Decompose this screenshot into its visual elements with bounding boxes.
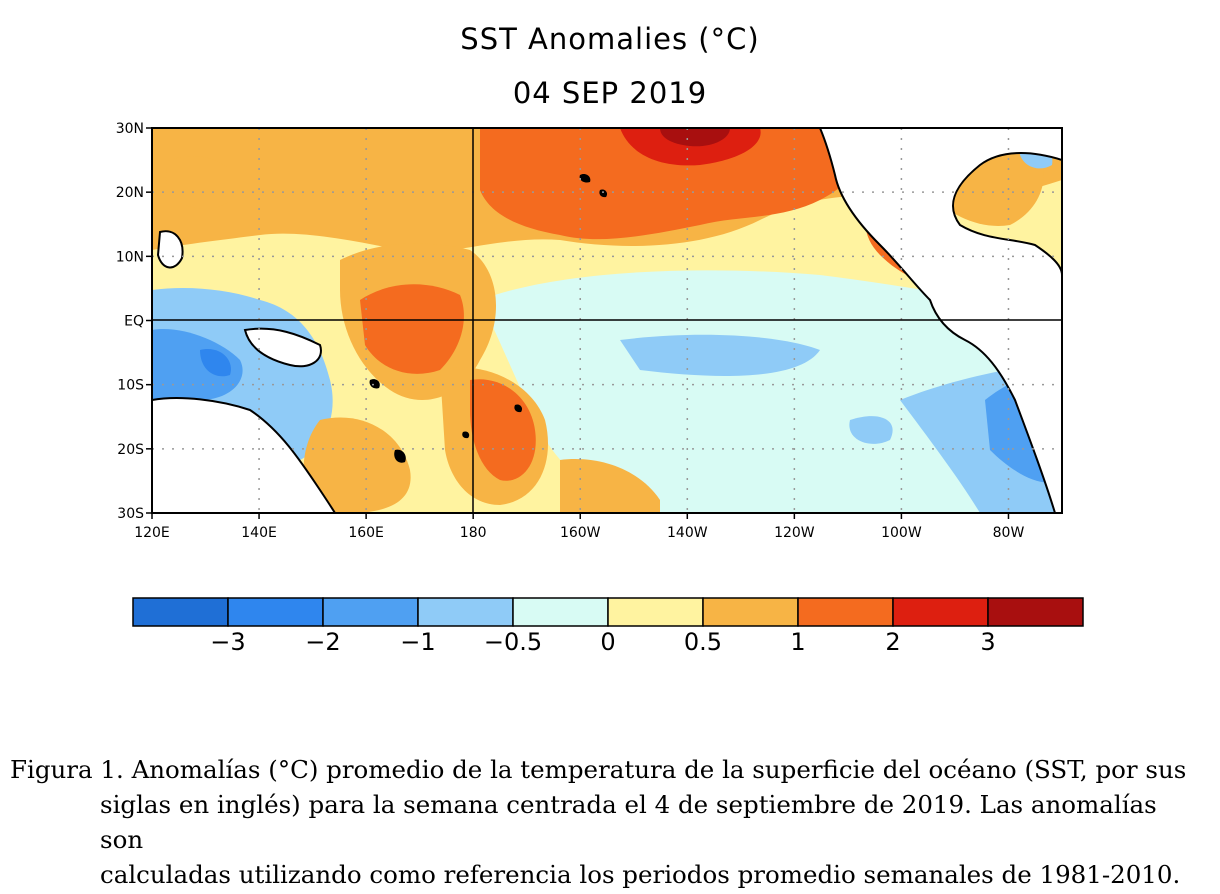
legend-tick-label: −0.5: [484, 628, 542, 656]
lon-label: 140W: [667, 525, 708, 541]
lat-label: EQ: [124, 314, 144, 330]
legend-tick-label: 3: [980, 628, 995, 656]
sst-anomaly-map: 30N 20N 10N EQ 10S 20S 30S 120E 140E 160E 180 160W…: [116, 121, 1063, 541]
graticule: [152, 128, 1062, 513]
anomaly-field: [152, 128, 1062, 513]
legend-tick-label: −3: [210, 628, 245, 656]
legend-tick-label: 1: [790, 628, 805, 656]
lon-label: 80W: [993, 525, 1025, 541]
figure-caption: Figura 1. Anomalías (°C) promedio de la …: [10, 752, 1200, 892]
lat-label: 30N: [116, 121, 144, 137]
longitude-labels: 120E 140E 160E 180 160W 140W 120W 100W 80W: [134, 513, 1024, 541]
legend-swatch: [607, 597, 704, 627]
legend-tick-label: 2: [885, 628, 900, 656]
legend-tick-label: −2: [305, 628, 340, 656]
lat-label: 10S: [117, 378, 144, 394]
lat-label: 30S: [117, 506, 144, 522]
legend-swatch: [892, 597, 989, 627]
lat-label: 20N: [116, 185, 144, 201]
map-date: 04 SEP 2019: [512, 76, 708, 110]
legend-swatch: [987, 597, 1084, 627]
legend-tick-label: 0: [600, 628, 615, 656]
legend-swatch: [702, 597, 799, 627]
legend-swatch: [512, 597, 609, 627]
lon-label: 120W: [774, 525, 815, 541]
color-legend: −3 −2 −1 −0.5 0 0.5 1 2 3: [132, 597, 1084, 656]
map-title: SST Anomalies (°C): [460, 22, 760, 56]
latitude-labels: 30N 20N 10N EQ 10S 20S 30S: [116, 121, 152, 522]
lon-label: 160W: [560, 525, 601, 541]
lat-label: 10N: [116, 249, 144, 265]
legend-tick-label: −1: [400, 628, 435, 656]
lon-label: 100W: [881, 525, 922, 541]
legend-swatch: [322, 597, 419, 627]
caption-line-1: Figura 1. Anomalías (°C) promedio de la …: [10, 755, 1187, 784]
lat-label: 20S: [117, 442, 144, 458]
lon-label: 160E: [348, 525, 384, 541]
legend-swatch: [417, 597, 514, 627]
legend-swatch: [227, 597, 324, 627]
lon-label: 140E: [241, 525, 277, 541]
legend-tick-label: 0.5: [684, 628, 722, 656]
legend-swatch: [797, 597, 894, 627]
caption-line-2: siglas en inglés) para la semana centrad…: [100, 790, 1157, 854]
legend-swatch: [132, 597, 229, 627]
caption-line-3: calculadas utilizando como referencia lo…: [100, 860, 1181, 889]
lon-label: 120E: [134, 525, 170, 541]
lon-label: 180: [460, 525, 487, 541]
